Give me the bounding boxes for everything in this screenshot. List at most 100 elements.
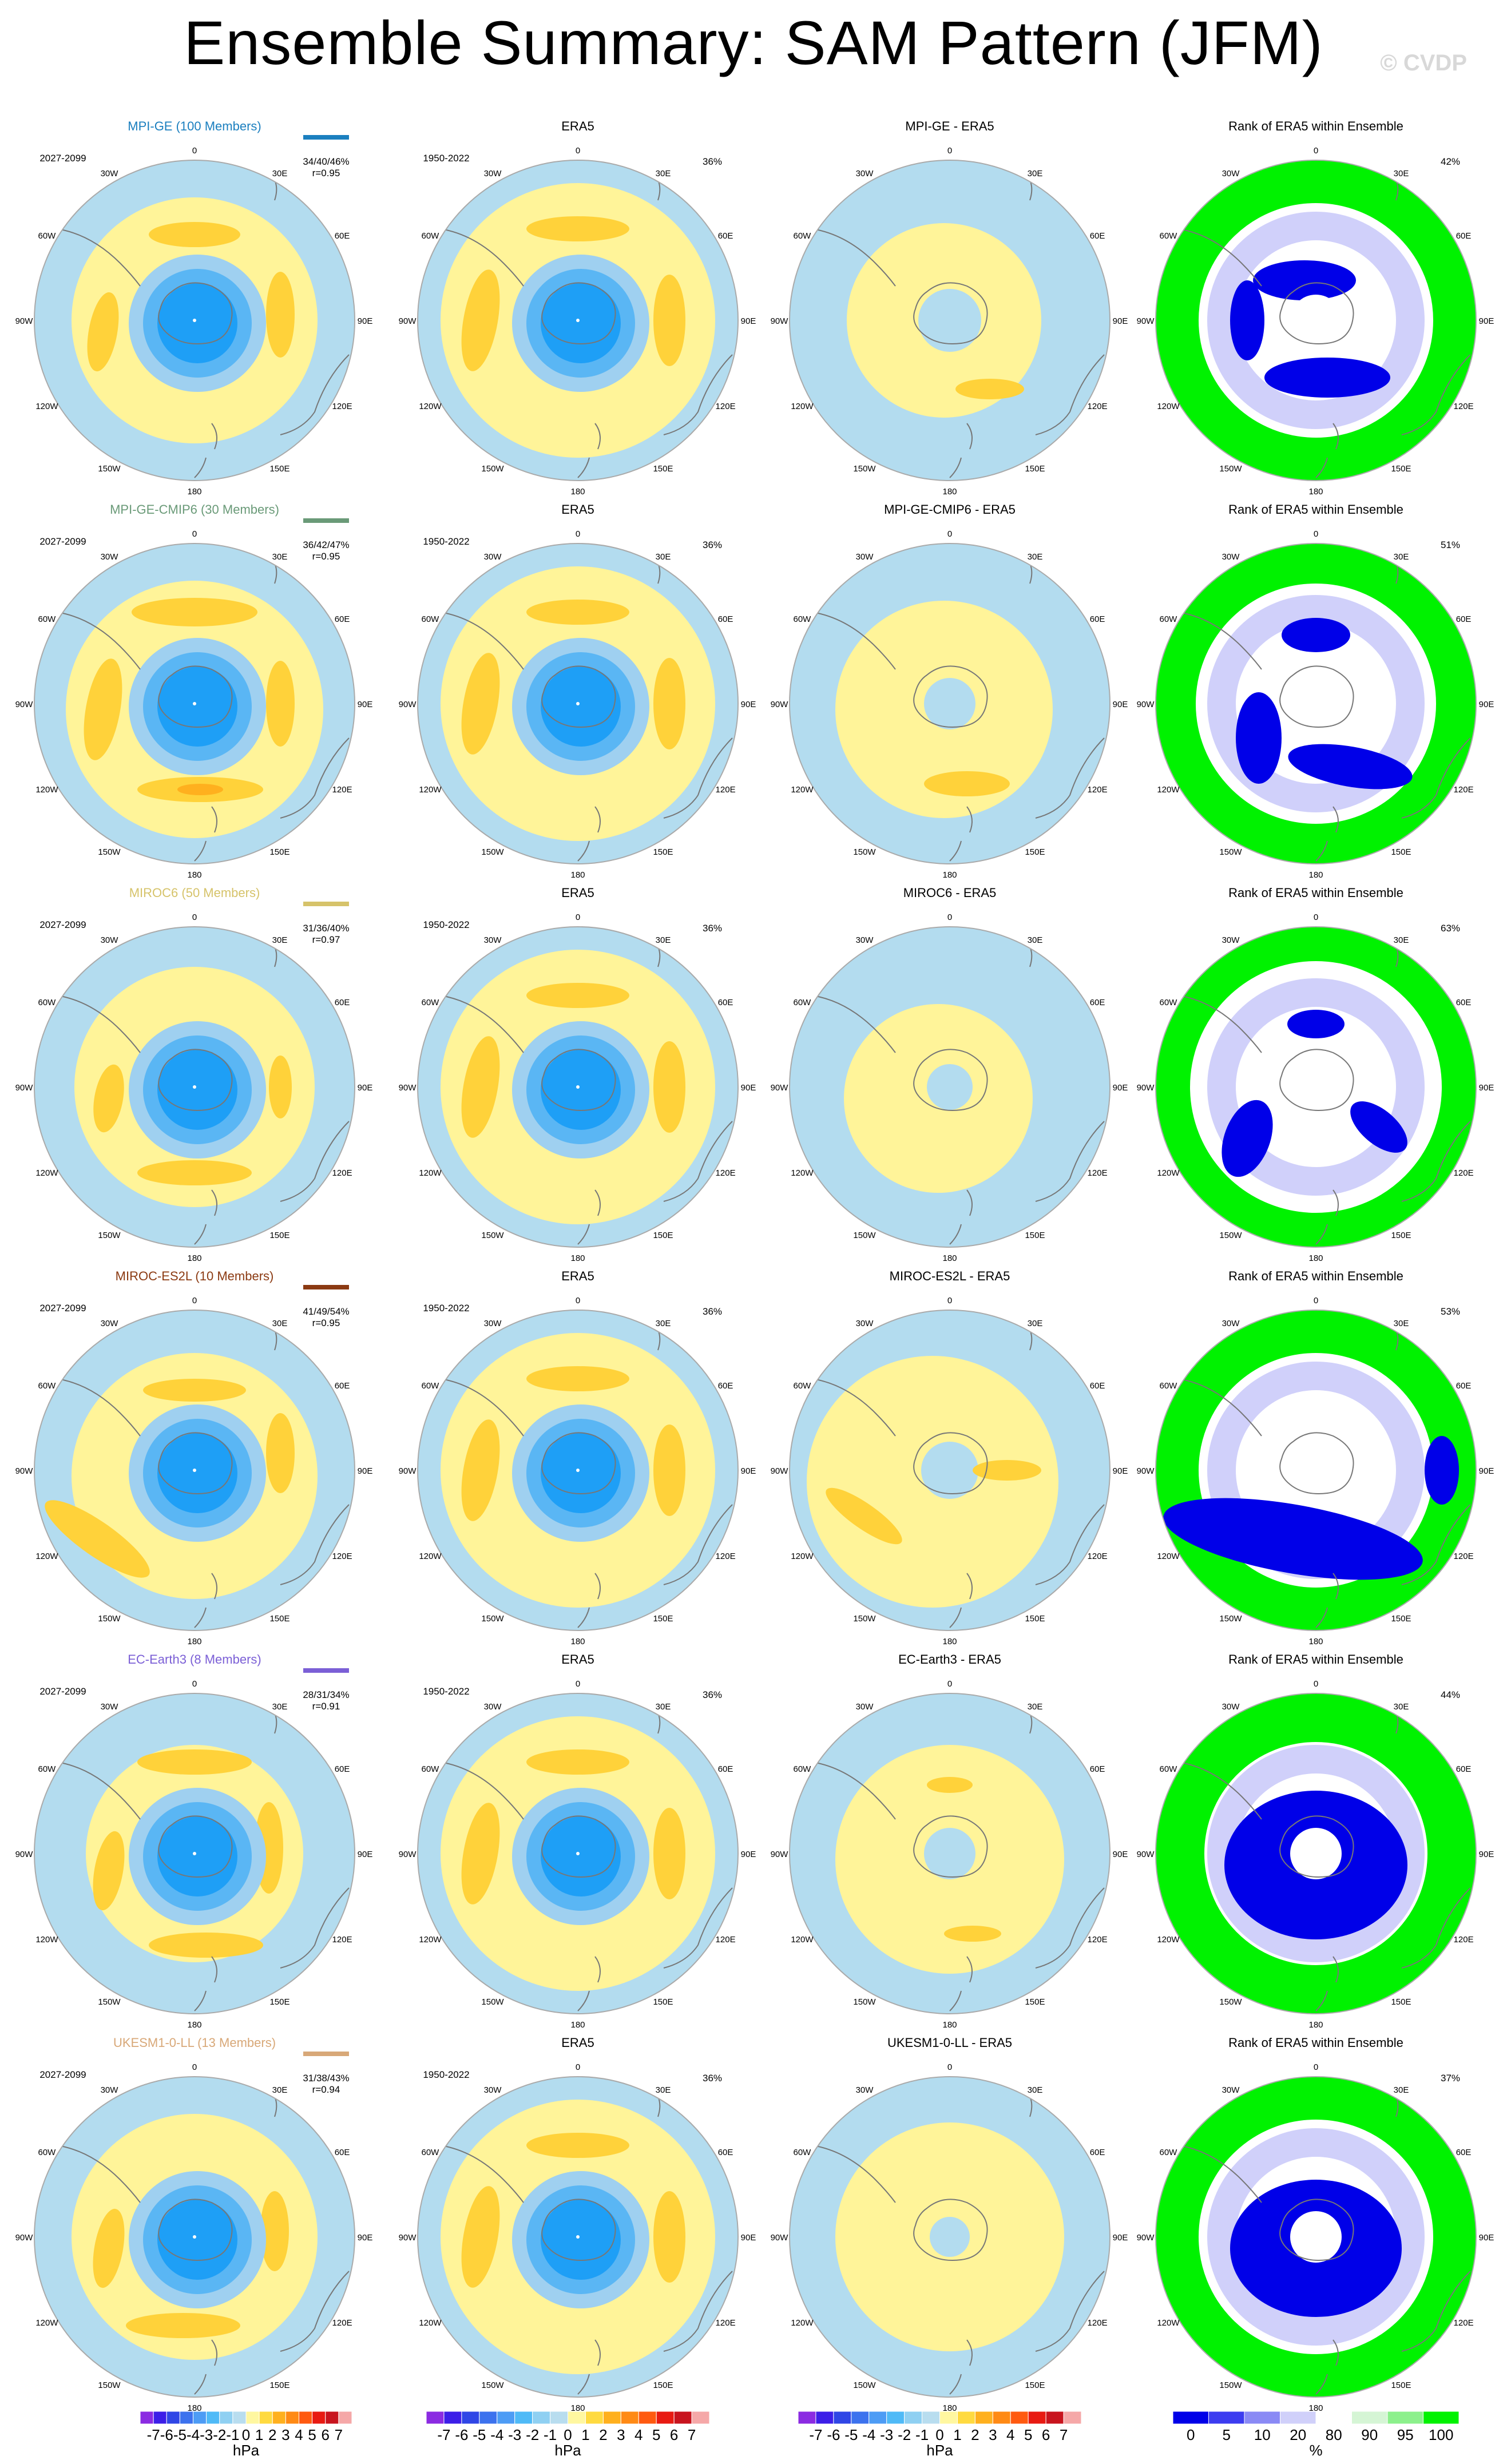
- longitude-label: 180: [942, 870, 957, 880]
- difference-lobe: [944, 1926, 1001, 1942]
- difference-lobe: [973, 1460, 1041, 1481]
- colorbar-tick-label: -6: [827, 2426, 840, 2443]
- rank-center: [1290, 678, 1342, 729]
- colorbar-swatch: [1010, 2411, 1029, 2425]
- longitude-label: 120E: [1088, 402, 1108, 411]
- colorbar-swatch: [992, 2411, 1011, 2425]
- colorbar-swatch: [140, 2411, 154, 2425]
- positive-lobe: [126, 2313, 240, 2338]
- longitude-label: 180: [187, 2403, 201, 2413]
- longitude-label: 120E: [332, 1168, 352, 1178]
- longitude-label: 60E: [1456, 1764, 1472, 1774]
- longitude-label: 60W: [422, 998, 440, 1007]
- longitude-label: 30E: [1028, 1319, 1043, 1328]
- period-label: 2027-2099: [39, 153, 86, 164]
- longitude-label: 150E: [653, 1231, 673, 1240]
- positive-lobe: [87, 292, 119, 372]
- positive-lobe: [461, 1419, 500, 1521]
- rank-light-ring: [1207, 595, 1425, 812]
- colorbar-tick-label: 3: [281, 2426, 289, 2443]
- longitude-label: 180: [1308, 487, 1323, 497]
- longitude-label: 30E: [272, 2085, 288, 2095]
- antarctica-outline: [541, 2199, 616, 2261]
- longitude-label: 120E: [332, 2318, 352, 2328]
- longitude-label: 60W: [1160, 231, 1178, 241]
- colorbar-tick-label: 10: [1254, 2426, 1271, 2443]
- map-border: [1155, 543, 1477, 864]
- longitude-label: 120E: [1088, 1552, 1108, 1561]
- model-sam-field: [34, 543, 355, 864]
- colorbar-swatch: [585, 2411, 604, 2425]
- rank-light-ring: [1207, 1745, 1425, 1962]
- longitude-label: 150W: [481, 2380, 504, 2390]
- positive-lobe: [461, 1036, 500, 1138]
- rank-blue-region: [1282, 618, 1350, 652]
- longitude-label: 120W: [1157, 1168, 1180, 1178]
- rank-field: [1156, 160, 1476, 481]
- rank-pct: 53%: [1441, 1306, 1460, 1317]
- positive-lobe: [526, 2133, 629, 2158]
- new-zealand-coast: [194, 1956, 217, 2011]
- longitude-label: 60W: [422, 231, 440, 241]
- longitude-label: 180: [1308, 2020, 1323, 2030]
- rank-panel: Rank of ERA5 within Ensemble 42% 0 30E 60E 90…: [1137, 119, 1494, 497]
- difference-title: MPI-GE - ERA5: [905, 119, 994, 133]
- longitude-label: 30E: [656, 169, 671, 178]
- map-border: [1155, 1693, 1477, 2014]
- positive-lobe: [461, 269, 500, 371]
- longitude-label: 30E: [1394, 935, 1409, 945]
- longitude-label: 150W: [1219, 847, 1242, 857]
- positive-lobe: [461, 2186, 500, 2288]
- longitude-label: 90W: [15, 316, 34, 326]
- longitude-label: 90W: [771, 1083, 789, 1093]
- rank-blue-region: [1253, 260, 1356, 300]
- colorbar-swatch: [1208, 2411, 1245, 2425]
- south-america-coast: [440, 612, 524, 670]
- new-zealand-coast: [194, 1573, 217, 1628]
- south-america-coast: [1178, 1761, 1262, 1820]
- longitude-label: 150W: [98, 464, 121, 474]
- longitude-label: 30W: [484, 1319, 502, 1328]
- positive-lobe: [143, 1379, 246, 1402]
- longitude-label: 0: [192, 2062, 197, 2072]
- longitude-label: 90E: [741, 1083, 756, 1093]
- longitude-label: 30W: [101, 2085, 119, 2095]
- south-america-coast: [812, 228, 896, 287]
- period-label: 1950-2022: [423, 1686, 469, 1697]
- longitude-label: 30W: [856, 2085, 874, 2095]
- negative-core-inner: [541, 1433, 621, 1513]
- longitude-label: 30E: [1394, 1702, 1409, 1712]
- model-sam-field: [34, 927, 355, 1247]
- new-zealand-coast: [577, 423, 601, 478]
- longitude-label: 150W: [1219, 464, 1242, 474]
- south-america-coast: [440, 2145, 524, 2203]
- negative-core-inner: [541, 1816, 621, 1896]
- antarctica-outline: [541, 1815, 616, 1878]
- era5-title: ERA5: [561, 1269, 594, 1283]
- colorbar-swatch: [691, 2411, 710, 2425]
- rank-center: [1290, 1828, 1342, 1879]
- longitude-label: 120E: [716, 1552, 736, 1561]
- colorbar-tick-label: 1: [953, 2426, 961, 2443]
- south-america-coast: [1178, 2145, 1262, 2203]
- longitude-label: 120E: [1454, 785, 1474, 795]
- difference-field: [790, 927, 1110, 1247]
- longitude-label: 60W: [38, 2148, 57, 2157]
- negative-core-inner: [157, 283, 237, 363]
- longitude-label: 120E: [1088, 2318, 1108, 2328]
- longitude-label: 180: [942, 1253, 957, 1263]
- colorbar-swatch: [299, 2411, 313, 2425]
- longitude-label: 60E: [718, 1381, 733, 1391]
- longitude-label: 90W: [1137, 2233, 1155, 2243]
- longitude-label: 30W: [101, 1319, 119, 1328]
- positive-lobe: [526, 216, 629, 241]
- longitude-label: 30E: [1028, 1702, 1043, 1712]
- model-title: EC-Earth3 (8 Members): [128, 1652, 261, 1667]
- rank-blue-region: [1222, 1100, 1273, 1177]
- rank-center: [1290, 1061, 1342, 1113]
- longitude-label: 90W: [399, 1466, 417, 1476]
- longitude-label: 150E: [1025, 464, 1045, 474]
- longitude-label: 90W: [399, 1850, 417, 1859]
- pattern-correlation: r=0.95: [312, 168, 340, 178]
